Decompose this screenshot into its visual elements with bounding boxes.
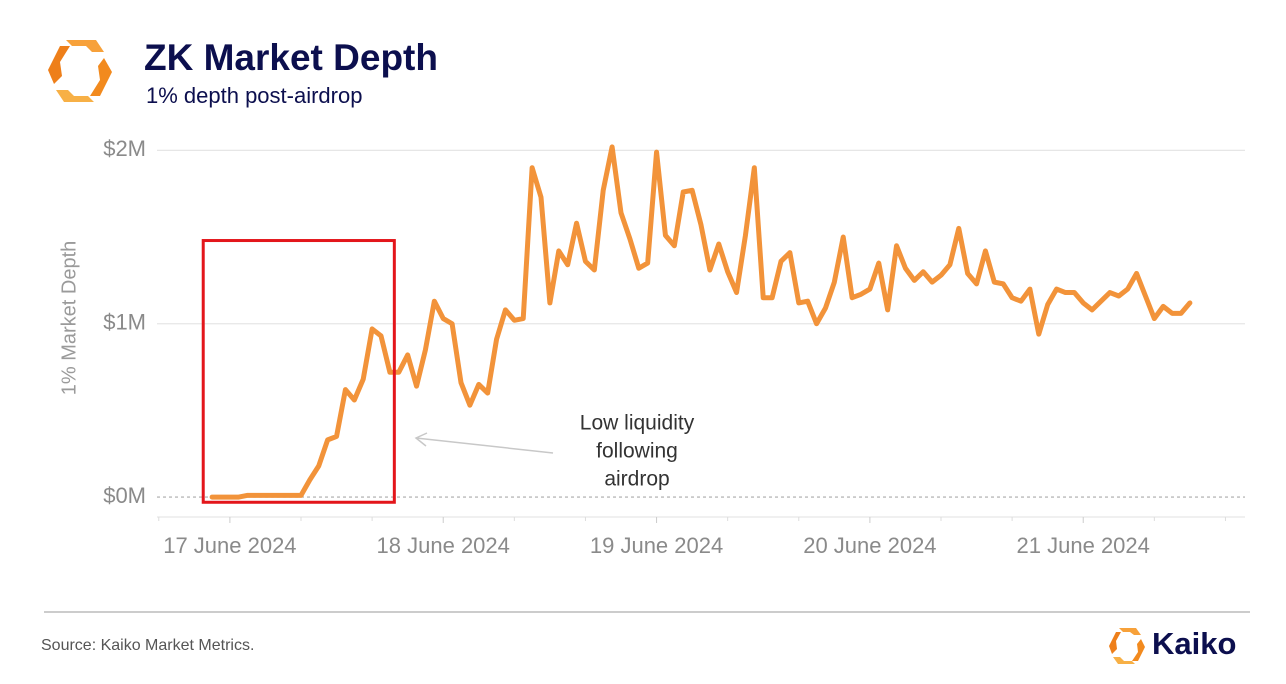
chart-title: ZK Market Depth	[144, 37, 438, 78]
x-tick-label: 18 June 2024	[377, 533, 510, 558]
annotation-text: airdrop	[604, 468, 669, 491]
annotation-arrowhead	[414, 432, 428, 447]
annotation-text: following	[596, 440, 678, 463]
brand-name: Kaiko	[1152, 626, 1236, 661]
source-note: Source: Kaiko Market Metrics.	[41, 637, 254, 654]
logo	[48, 40, 112, 102]
x-tick-label: 17 June 2024	[163, 533, 296, 558]
x-tick-label: 21 June 2024	[1017, 533, 1150, 558]
highlight-box	[201, 239, 396, 504]
series-line	[209, 144, 1193, 500]
y-tick-label: $2M	[103, 136, 146, 161]
annotation-text: Low liquidity	[580, 412, 695, 435]
brand-logo	[1109, 628, 1145, 664]
chart-subtitle: 1% depth post-airdrop	[146, 83, 362, 108]
x-tick-label: 19 June 2024	[590, 533, 723, 558]
y-axis-label: 1% Market Depth	[58, 241, 80, 396]
x-tick-label: 20 June 2024	[803, 533, 936, 558]
annotation-arrow	[415, 437, 554, 454]
y-tick-label: $0M	[103, 483, 146, 508]
y-tick-label: $1M	[103, 310, 146, 335]
